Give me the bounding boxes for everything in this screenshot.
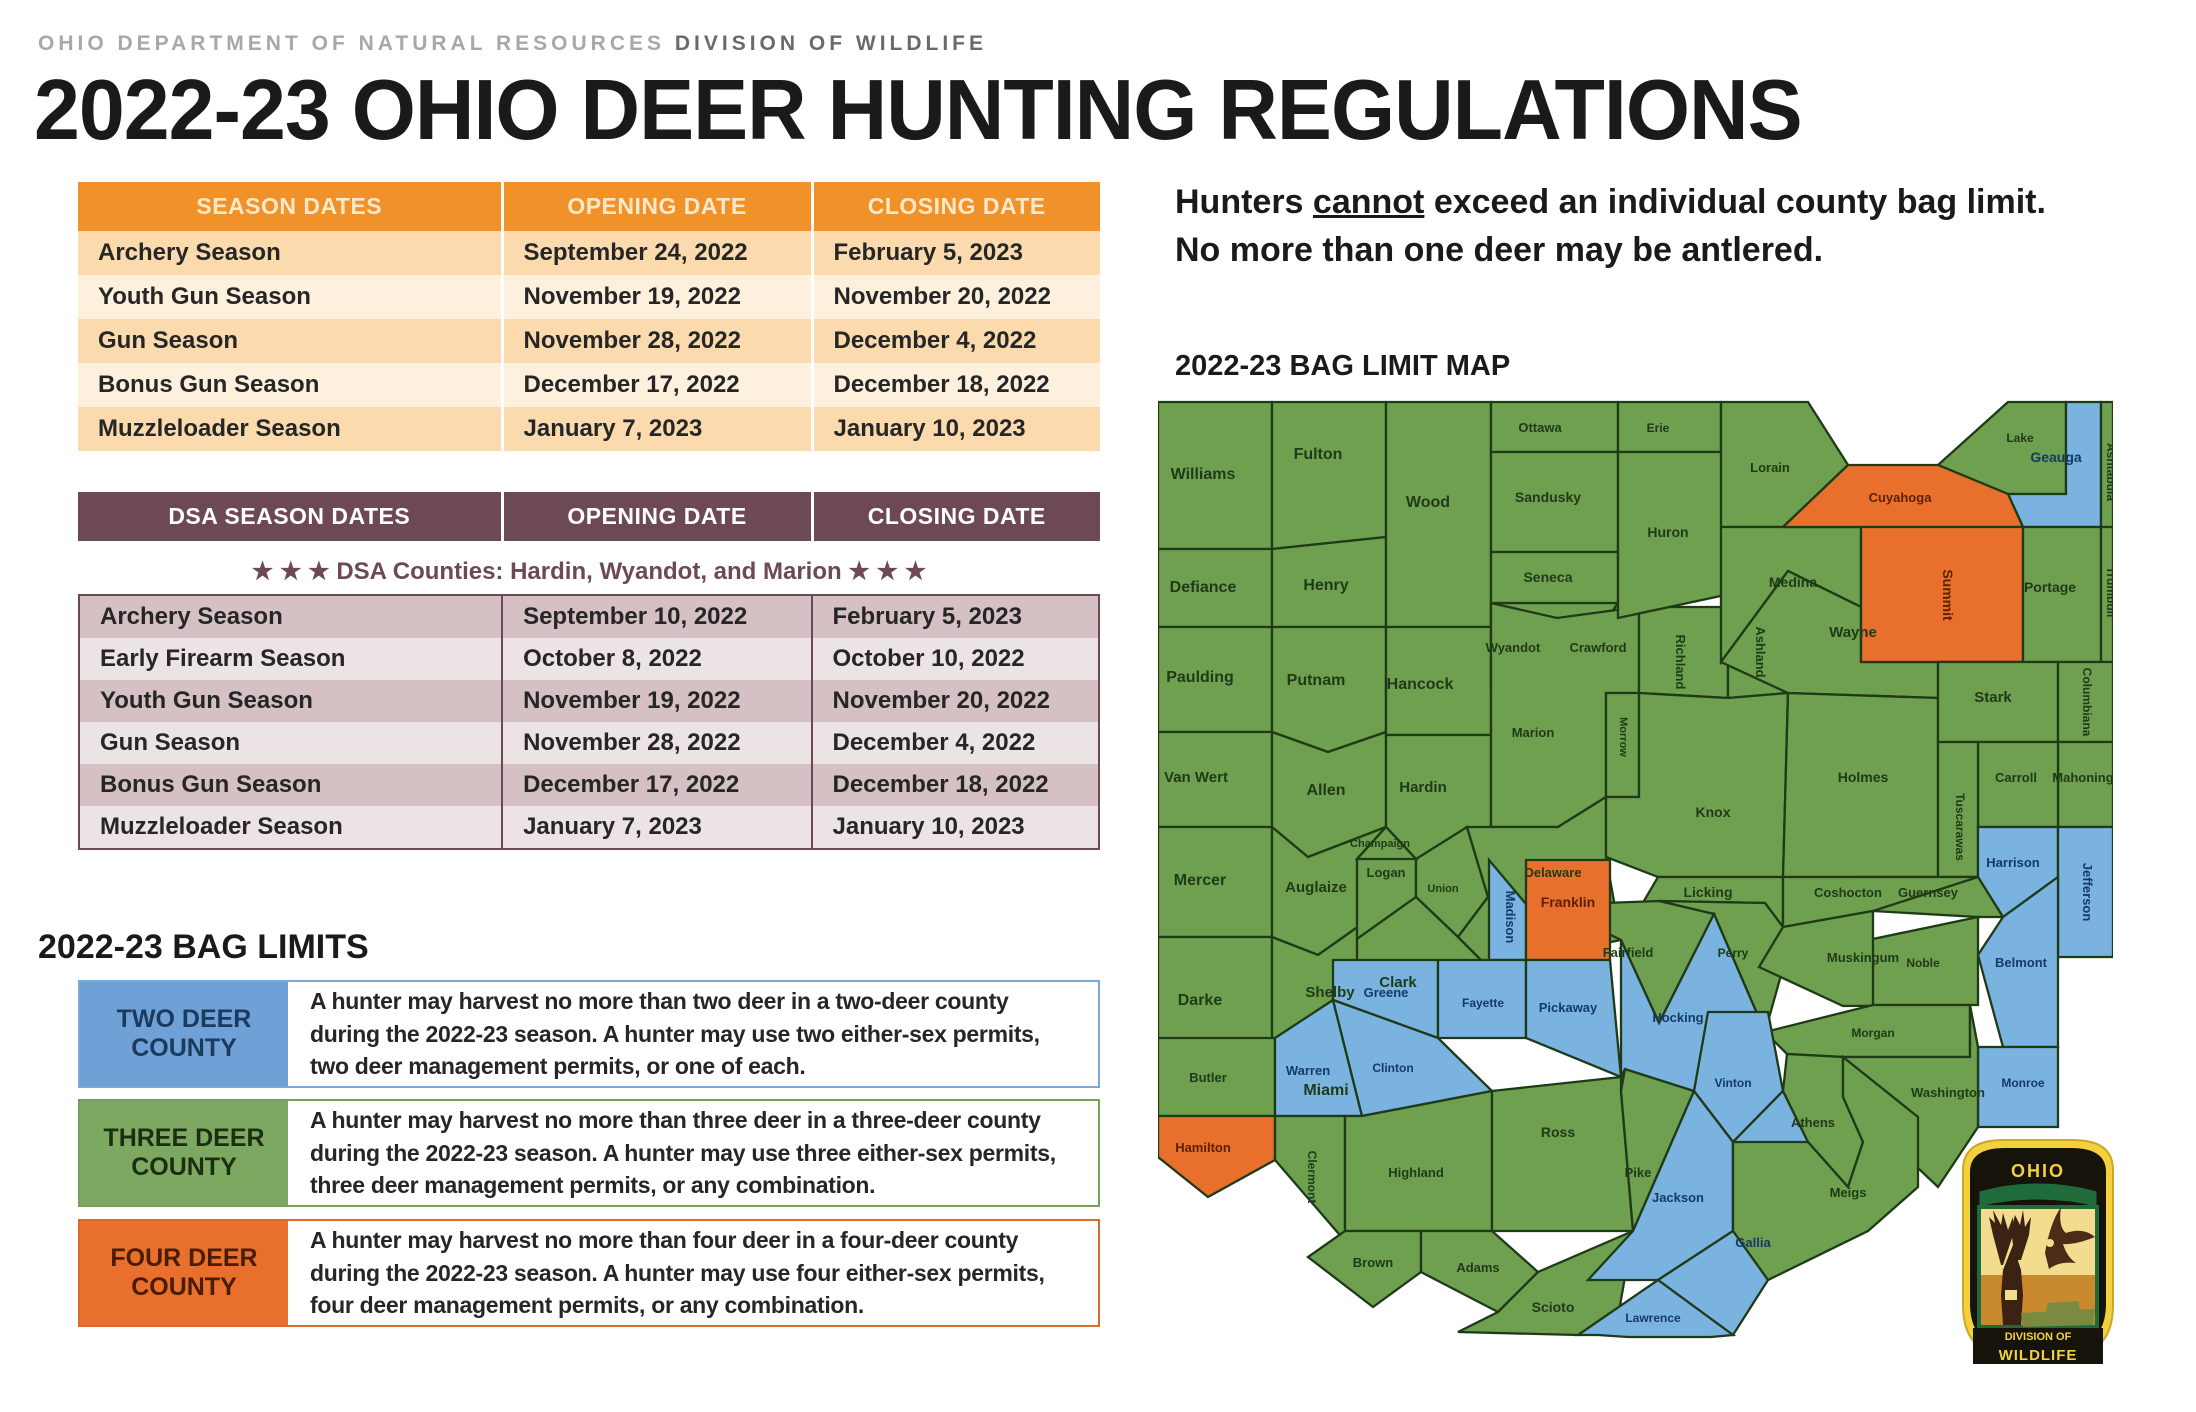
svg-text:Perry: Perry [1718, 946, 1749, 960]
svg-text:Ross: Ross [1541, 1124, 1575, 1140]
svg-text:Auglaize: Auglaize [1285, 879, 1347, 896]
svg-text:Summit: Summit [1940, 569, 1956, 621]
svg-text:Warren: Warren [1286, 1063, 1330, 1078]
svg-text:Wayne: Wayne [1829, 624, 1877, 641]
svg-text:Belmont: Belmont [1995, 955, 2048, 970]
svg-text:Huron: Huron [1647, 524, 1688, 540]
svg-text:Harrison: Harrison [1986, 855, 2040, 870]
svg-text:Morgan: Morgan [1851, 1026, 1894, 1040]
svg-text:Marion: Marion [1512, 725, 1555, 740]
svg-text:Scioto: Scioto [1532, 1299, 1575, 1315]
svg-text:Fayette: Fayette [1462, 996, 1504, 1010]
svg-text:Cuyahoga: Cuyahoga [1869, 490, 1933, 505]
svg-text:WILDLIFE: WILDLIFE [1999, 1347, 2078, 1364]
svg-text:Hocking: Hocking [1652, 1010, 1703, 1025]
svg-text:Lawrence: Lawrence [1625, 1311, 1681, 1325]
svg-text:Jackson: Jackson [1652, 1190, 1704, 1205]
svg-text:Ashland: Ashland [1753, 626, 1768, 677]
svg-text:Adams: Adams [1456, 1260, 1499, 1275]
svg-text:Van Wert: Van Wert [1164, 769, 1228, 786]
svg-text:Stark: Stark [1974, 689, 2012, 706]
svg-text:Franklin: Franklin [1541, 894, 1595, 910]
svg-text:Portage: Portage [2024, 579, 2076, 595]
svg-text:Logan: Logan [1367, 865, 1406, 880]
svg-text:Delaware: Delaware [1524, 865, 1581, 880]
svg-text:Pickaway: Pickaway [1539, 1000, 1598, 1015]
svg-text:OHIO: OHIO [2011, 1161, 2065, 1181]
svg-text:Lake: Lake [2006, 431, 2034, 445]
svg-text:Hamilton: Hamilton [1175, 1140, 1231, 1155]
svg-text:Morrow: Morrow [1617, 717, 1629, 757]
svg-text:Richland: Richland [1673, 635, 1688, 690]
svg-text:Licking: Licking [1683, 884, 1732, 900]
svg-text:Gallia: Gallia [1735, 1235, 1771, 1250]
svg-text:Champaign: Champaign [1350, 838, 1410, 850]
svg-text:Wyandot: Wyandot [1486, 640, 1541, 655]
svg-text:Erie: Erie [1647, 421, 1670, 435]
svg-text:Athens: Athens [1791, 1115, 1835, 1130]
svg-text:Columbiana: Columbiana [2080, 668, 2094, 737]
svg-text:Clermont: Clermont [1305, 1151, 1319, 1204]
svg-text:Highland: Highland [1388, 1165, 1444, 1180]
svg-text:Washington: Washington [1911, 1085, 1985, 1100]
svg-text:Ottawa: Ottawa [1518, 420, 1562, 435]
svg-text:Paulding: Paulding [1166, 669, 1234, 686]
svg-text:Mercer: Mercer [1174, 872, 1226, 889]
svg-text:DIVISION OF: DIVISION OF [2005, 1331, 2072, 1343]
svg-text:Crawford: Crawford [1569, 640, 1626, 655]
svg-text:Holmes: Holmes [1838, 769, 1889, 785]
svg-text:Butler: Butler [1189, 1070, 1227, 1085]
svg-text:Geauga: Geauga [2030, 449, 2082, 465]
svg-text:Fulton: Fulton [1294, 446, 1343, 463]
svg-text:Lorain: Lorain [1750, 460, 1790, 475]
svg-text:Brown: Brown [1353, 1255, 1394, 1270]
svg-text:Mahoning: Mahoning [2052, 770, 2113, 785]
svg-text:Carroll: Carroll [1995, 770, 2037, 785]
svg-text:Hancock: Hancock [1387, 676, 1454, 693]
svg-text:Tuscarawas: Tuscarawas [1953, 793, 1967, 861]
svg-text:Vinton: Vinton [1714, 1076, 1751, 1090]
svg-text:Monroe: Monroe [2001, 1076, 2045, 1090]
svg-text:Coshocton: Coshocton [1814, 885, 1882, 900]
svg-text:Clinton: Clinton [1372, 1061, 1413, 1075]
svg-text:Pike: Pike [1625, 1165, 1652, 1180]
svg-text:Defiance: Defiance [1170, 579, 1237, 596]
svg-text:Seneca: Seneca [1523, 569, 1572, 585]
svg-text:Allen: Allen [1306, 782, 1345, 799]
svg-text:Henry: Henry [1303, 577, 1348, 594]
svg-text:Shelby: Shelby [1305, 984, 1355, 1001]
svg-text:Hardin: Hardin [1399, 779, 1447, 796]
svg-text:Meigs: Meigs [1830, 1185, 1867, 1200]
svg-text:Greene: Greene [1364, 985, 1409, 1000]
svg-text:Fairfield: Fairfield [1603, 945, 1654, 960]
svg-text:Trumbull: Trumbull [2104, 567, 2113, 618]
svg-text:Noble: Noble [1906, 956, 1940, 970]
svg-text:Putnam: Putnam [1287, 672, 1346, 689]
svg-text:Wood: Wood [1406, 494, 1450, 511]
svg-text:Darke: Darke [1178, 992, 1223, 1009]
svg-text:Muskingum: Muskingum [1827, 950, 1899, 965]
svg-text:Williams: Williams [1171, 466, 1236, 483]
svg-text:Jefferson: Jefferson [2080, 863, 2095, 922]
svg-text:Union: Union [1427, 883, 1458, 895]
svg-text:Ashtabula: Ashtabula [2104, 443, 2113, 501]
svg-text:Sandusky: Sandusky [1515, 489, 1581, 505]
svg-text:Miami: Miami [1303, 1082, 1348, 1099]
svg-text:Guernsey: Guernsey [1898, 885, 1959, 900]
svg-text:Medina: Medina [1769, 574, 1817, 590]
svg-text:Madison: Madison [1503, 891, 1518, 944]
svg-text:Knox: Knox [1696, 804, 1731, 820]
